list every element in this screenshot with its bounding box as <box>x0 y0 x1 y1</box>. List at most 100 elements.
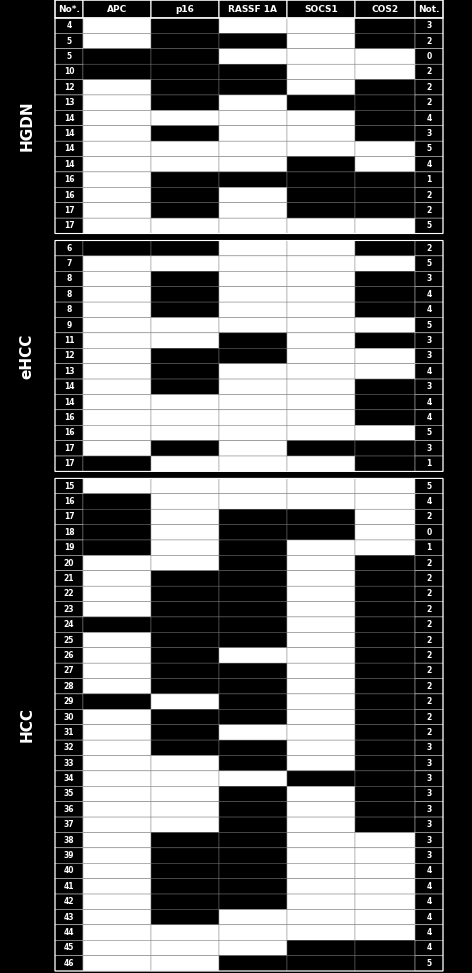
Text: 3: 3 <box>426 775 431 783</box>
Bar <box>83 49 151 64</box>
Bar <box>55 648 83 664</box>
Bar <box>0 18 54 234</box>
Bar <box>55 817 83 833</box>
Text: 9: 9 <box>67 321 72 330</box>
Text: 2: 2 <box>426 83 431 91</box>
Bar <box>219 188 287 202</box>
Text: 17: 17 <box>64 206 74 215</box>
Text: 14: 14 <box>64 114 74 123</box>
Bar <box>415 0 443 18</box>
Bar <box>219 586 287 601</box>
Bar <box>355 317 415 333</box>
Bar <box>415 157 443 172</box>
Bar <box>151 847 219 863</box>
Bar <box>219 287 287 302</box>
Bar <box>83 425 151 441</box>
Bar <box>287 740 355 755</box>
Bar <box>219 441 287 456</box>
Bar <box>55 256 83 271</box>
Bar <box>355 0 415 18</box>
Text: 17: 17 <box>64 459 74 468</box>
Bar <box>151 924 219 940</box>
Text: 46: 46 <box>64 958 74 968</box>
Bar <box>55 802 83 817</box>
Text: 14: 14 <box>64 160 74 168</box>
Text: 4: 4 <box>426 897 431 906</box>
Text: 2: 2 <box>426 651 431 660</box>
Bar <box>55 678 83 694</box>
Bar <box>55 740 83 755</box>
Text: 3: 3 <box>426 274 431 283</box>
Bar <box>415 648 443 664</box>
Bar <box>151 863 219 879</box>
Bar <box>55 524 83 540</box>
Text: 2: 2 <box>426 728 431 737</box>
Bar <box>151 425 219 441</box>
Text: 2: 2 <box>426 574 431 583</box>
Text: 0: 0 <box>426 52 431 61</box>
Bar <box>355 110 415 126</box>
Bar <box>355 556 415 571</box>
Bar <box>55 33 83 49</box>
Bar <box>287 571 355 586</box>
Bar <box>219 910 287 924</box>
Text: 2: 2 <box>426 635 431 644</box>
Text: 18: 18 <box>64 527 74 537</box>
Bar <box>355 256 415 271</box>
Bar <box>355 271 415 287</box>
Bar <box>287 157 355 172</box>
Bar <box>355 586 415 601</box>
Bar <box>151 141 219 157</box>
Bar <box>355 802 415 817</box>
Bar <box>287 556 355 571</box>
Text: 3: 3 <box>426 336 431 345</box>
Bar <box>55 494 83 509</box>
Text: 3: 3 <box>426 789 431 799</box>
Text: 37: 37 <box>64 820 74 829</box>
Bar <box>219 317 287 333</box>
Text: 4: 4 <box>426 290 431 299</box>
Text: 1: 1 <box>426 459 431 468</box>
Text: 3: 3 <box>426 805 431 813</box>
Bar <box>151 188 219 202</box>
Bar <box>55 379 83 394</box>
Bar <box>287 110 355 126</box>
Bar <box>83 141 151 157</box>
Bar <box>83 456 151 471</box>
Bar <box>83 364 151 379</box>
Bar <box>83 571 151 586</box>
Text: 14: 14 <box>64 129 74 138</box>
Text: 22: 22 <box>64 590 74 598</box>
Bar <box>83 271 151 287</box>
Bar <box>415 80 443 95</box>
Bar <box>55 771 83 786</box>
Bar <box>83 379 151 394</box>
Bar <box>151 617 219 632</box>
Text: 4: 4 <box>426 160 431 168</box>
Bar <box>219 924 287 940</box>
Bar <box>219 755 287 771</box>
Bar <box>151 509 219 524</box>
Text: 11: 11 <box>64 336 74 345</box>
Text: 4: 4 <box>426 413 431 422</box>
Bar <box>219 0 287 18</box>
Bar <box>355 379 415 394</box>
Bar <box>355 571 415 586</box>
Bar <box>287 632 355 648</box>
Bar <box>83 664 151 678</box>
Bar <box>287 847 355 863</box>
Bar <box>83 771 151 786</box>
Text: 1: 1 <box>426 543 431 553</box>
Bar <box>151 709 219 725</box>
Bar <box>355 601 415 617</box>
Bar <box>55 509 83 524</box>
Bar <box>55 110 83 126</box>
Bar <box>355 126 415 141</box>
Text: 14: 14 <box>64 144 74 154</box>
Text: 3: 3 <box>426 382 431 391</box>
Text: 0: 0 <box>426 527 431 537</box>
Text: APC: APC <box>107 5 127 14</box>
Bar <box>415 64 443 80</box>
Bar <box>55 425 83 441</box>
Bar <box>151 202 219 218</box>
